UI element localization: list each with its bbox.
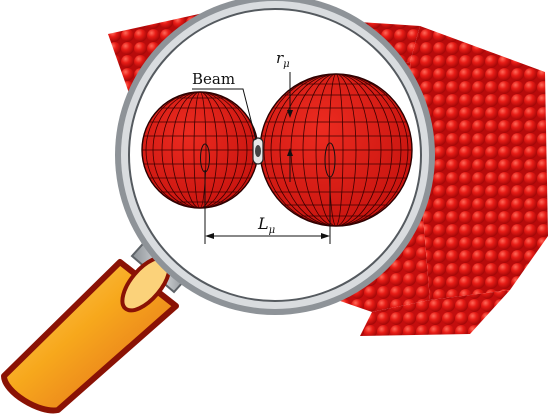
radius-label: rμ bbox=[276, 49, 290, 70]
length-subscript: μ bbox=[269, 225, 276, 236]
left-particle-sphere bbox=[141, 91, 259, 209]
lens-content: Beam rμ Lμ bbox=[141, 49, 413, 244]
length-label: Lμ bbox=[257, 214, 275, 236]
cube-right-face bbox=[410, 26, 548, 300]
lens-reflection bbox=[158, 16, 251, 72]
beam-connector bbox=[252, 137, 264, 165]
cube-bottom-edge bbox=[360, 290, 510, 336]
length-symbol: L bbox=[257, 214, 269, 233]
beam-label: Beam bbox=[192, 70, 235, 88]
radius-annotation: rμ bbox=[276, 49, 293, 182]
radius-symbol: r bbox=[276, 49, 284, 67]
length-annotation: Lμ bbox=[204, 170, 331, 244]
radius-subscript: μ bbox=[283, 59, 290, 70]
beam-label-group: Beam bbox=[192, 70, 257, 141]
right-particle-sphere bbox=[259, 73, 413, 227]
